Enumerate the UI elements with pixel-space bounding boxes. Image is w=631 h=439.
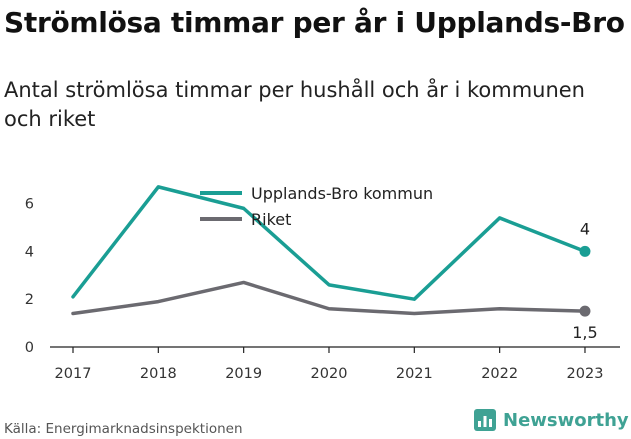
x-tick-label: 2019 xyxy=(225,366,262,382)
legend-label: Riket xyxy=(251,210,291,229)
x-tick-label: 2018 xyxy=(140,366,177,382)
chart-title: Strömlösa timmar per år i Upplands-Bro xyxy=(4,6,625,39)
series-line-0 xyxy=(71,185,587,301)
series-end-point-0 xyxy=(579,245,591,257)
x-tick-label: 2020 xyxy=(311,366,348,382)
bar-chart-icon xyxy=(474,409,496,431)
data-label: 1,5 xyxy=(572,323,597,342)
y-tick-label: 2 xyxy=(25,292,34,308)
chart-subtitle: Antal strömlösa timmar per hushåll och å… xyxy=(4,78,585,131)
y-tick-label: 4 xyxy=(25,244,34,260)
series-end-point-1 xyxy=(579,305,591,317)
y-tick-label: 0 xyxy=(25,340,34,356)
x-tick-label: 2021 xyxy=(396,366,433,382)
source-note: Källa: Energimarknadsinspektionen xyxy=(4,421,243,437)
series-line-1 xyxy=(71,280,587,316)
y-tick-label: 6 xyxy=(25,197,34,213)
brand-logo: Newsworthy xyxy=(474,409,629,431)
x-tick-label: 2023 xyxy=(567,366,604,382)
x-tick-label: 2022 xyxy=(481,366,518,382)
legend-label: Upplands-Bro kommun xyxy=(251,184,433,203)
x-tick-label: 2017 xyxy=(55,366,92,382)
brand-name: Newsworthy xyxy=(503,409,629,431)
data-label: 4 xyxy=(580,219,590,238)
